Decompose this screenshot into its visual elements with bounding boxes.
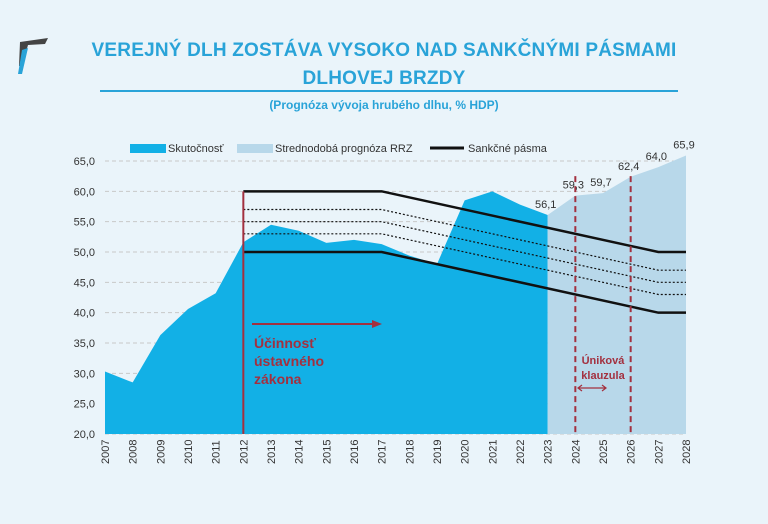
- x-tick-label: 2021: [487, 440, 499, 464]
- x-tick-label: 2025: [598, 440, 610, 464]
- x-tick-label: 2008: [128, 440, 140, 464]
- x-tick-label: 2010: [183, 440, 195, 464]
- y-tick-label: 45,0: [74, 277, 95, 289]
- x-tick-label: 2026: [626, 440, 638, 464]
- x-tick-label: 2007: [100, 440, 112, 464]
- x-tick-label: 2015: [321, 440, 333, 464]
- x-tick-label: 2028: [681, 440, 693, 464]
- y-tick-label: 20,0: [74, 429, 95, 441]
- x-tick-label: 2022: [515, 440, 527, 464]
- chart-title-line1: VEREJNÝ DLH ZOSTÁVA VYSOKO NAD SANKČNÝMI…: [91, 40, 677, 61]
- sanction-band-line: [243, 190, 686, 254]
- legend-label: Skutočnosť: [168, 143, 224, 155]
- x-tick-label: 2019: [432, 440, 444, 464]
- x-tick-label: 2016: [349, 440, 361, 464]
- sanction-band-line: [243, 233, 686, 296]
- legend-label: Sankčné pásma: [468, 143, 548, 155]
- escape-clause-text: Úniková: [582, 354, 626, 367]
- actual-area: [105, 191, 548, 434]
- data-label: 64,0: [646, 151, 667, 163]
- law-annotation-text: zákona: [254, 371, 302, 387]
- sanction-band-line: [243, 208, 686, 271]
- x-tick-label: 2017: [377, 440, 389, 464]
- law-annotation-text: Účinnosť: [254, 334, 316, 351]
- y-tick-label: 35,0: [74, 338, 95, 350]
- y-tick-label: 30,0: [74, 368, 95, 380]
- legend-label: Strednodobá prognóza RRZ: [275, 143, 413, 155]
- data-label: 62,4: [618, 161, 639, 173]
- double-arrow-icon: [577, 384, 607, 392]
- y-tick-label: 65,0: [74, 156, 95, 168]
- x-tick-label: 2009: [155, 440, 167, 464]
- x-tick-label: 2011: [211, 440, 223, 464]
- x-tick-label: 2014: [294, 440, 306, 464]
- y-tick-label: 55,0: [74, 217, 95, 229]
- y-tick-label: 40,0: [74, 308, 95, 320]
- chart-subtitle: (Prognóza vývoja hrubého dlhu, % HDP): [269, 98, 499, 112]
- y-tick-label: 50,0: [74, 247, 95, 259]
- sanction-band-line: [243, 250, 686, 314]
- escape-clause-text: klauzula: [581, 370, 625, 382]
- law-annotation-text: ústavného: [254, 353, 324, 369]
- title-divider: [100, 90, 678, 92]
- x-tick-label: 2023: [543, 440, 555, 464]
- data-label: 59,7: [590, 177, 611, 189]
- x-tick-label: 2020: [460, 440, 472, 464]
- x-tick-label: 2024: [570, 440, 582, 464]
- x-tick-label: 2012: [238, 440, 250, 464]
- forecast-area: [547, 155, 686, 435]
- y-tick-label: 60,0: [74, 186, 95, 198]
- sanction-band-line: [243, 221, 686, 283]
- logo: [16, 36, 50, 81]
- y-tick-label: 25,0: [74, 399, 95, 411]
- x-tick-label: 2013: [266, 440, 278, 464]
- data-label: 65,9: [673, 140, 694, 152]
- data-label: 59,3: [563, 180, 584, 192]
- legend-swatch: [237, 144, 273, 153]
- x-tick-label: 2018: [404, 440, 416, 464]
- legend-swatch: [130, 144, 166, 153]
- chart-title-line2: DLHOVEJ BRZDY: [302, 68, 466, 89]
- arrow-head-icon: [372, 320, 382, 328]
- x-tick-label: 2027: [653, 440, 665, 464]
- data-label: 56,1: [535, 199, 556, 211]
